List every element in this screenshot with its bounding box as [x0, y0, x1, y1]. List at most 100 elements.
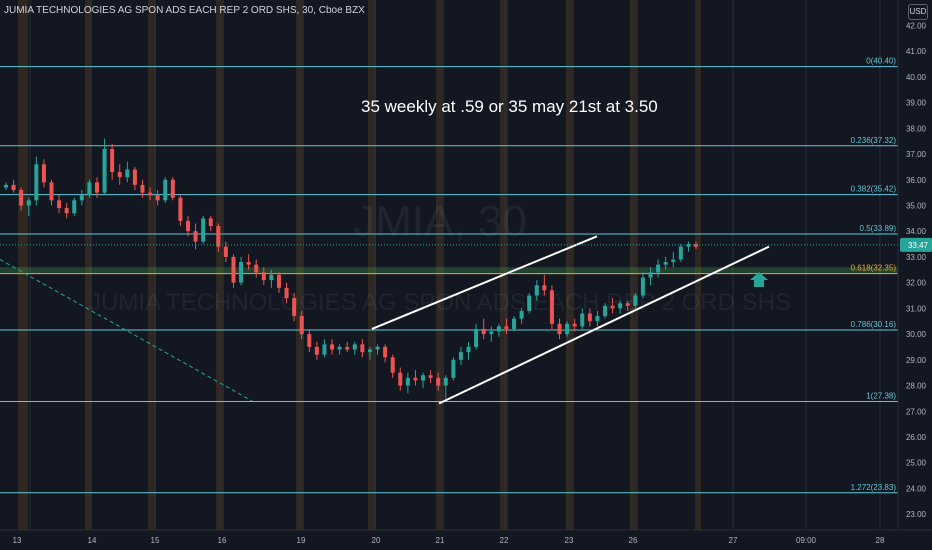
x-tick-label: 14	[88, 536, 97, 545]
x-tick-label: 27	[729, 536, 738, 545]
candle	[512, 316, 517, 332]
candle-body	[269, 274, 274, 281]
fib-label: 0.382(35.42)	[851, 185, 897, 194]
candle-body	[41, 164, 46, 183]
candle	[34, 156, 39, 206]
currency-badge[interactable]: USD	[908, 4, 928, 20]
candle-body	[580, 313, 585, 327]
candle	[549, 285, 554, 329]
annotation-text[interactable]: 35 weekly at .59 or 35 may 21st at 3.50	[361, 97, 658, 116]
x-tick-label: 21	[436, 536, 445, 545]
support-zone	[0, 267, 898, 274]
candle-body	[398, 372, 403, 386]
y-tick-label: 23.00	[906, 510, 927, 519]
candle-body	[489, 331, 494, 335]
fib-label: 1.272(23.83)	[851, 483, 897, 492]
candle-body	[458, 352, 463, 360]
candle-body	[405, 377, 410, 386]
candle	[4, 182, 8, 191]
candle	[102, 138, 107, 196]
candle-body	[72, 200, 77, 214]
candle-body	[496, 326, 501, 332]
candle-body	[170, 179, 175, 198]
candle	[390, 354, 395, 378]
session-band	[148, 0, 156, 530]
candle-body	[261, 272, 266, 281]
candle	[580, 308, 585, 329]
y-tick-label: 37.00	[906, 150, 927, 159]
candle-body	[4, 184, 8, 188]
candle-body	[155, 195, 160, 201]
y-tick-label: 30.00	[906, 330, 927, 339]
candle	[633, 292, 638, 309]
price-axis	[898, 0, 932, 550]
x-tick-label: 19	[297, 536, 306, 545]
candle	[618, 300, 623, 314]
candle-body	[360, 344, 365, 353]
candle	[421, 372, 426, 389]
candle	[269, 269, 274, 288]
candle-body	[663, 262, 668, 265]
candle-body	[239, 262, 244, 283]
candle	[542, 274, 547, 296]
session-band	[85, 0, 92, 530]
candle-body	[132, 169, 137, 185]
candle	[625, 300, 630, 311]
candle-body	[178, 197, 183, 221]
candle	[345, 341, 350, 353]
candle-body	[375, 346, 380, 350]
candle-body	[390, 357, 395, 373]
candle-body	[140, 184, 145, 193]
candle-body	[307, 334, 312, 347]
candle-body	[367, 349, 372, 353]
candle	[140, 179, 145, 198]
candle	[398, 367, 403, 391]
candle	[428, 370, 433, 383]
candle-body	[625, 303, 630, 306]
candle	[656, 259, 661, 278]
candle	[239, 256, 244, 286]
candle-body	[618, 303, 623, 309]
candle	[284, 282, 289, 304]
candle	[201, 215, 206, 245]
candle	[231, 254, 236, 288]
candle-body	[246, 262, 251, 265]
time-axis	[0, 530, 932, 550]
candle-body	[413, 377, 418, 381]
candle-body	[34, 164, 39, 201]
watermark-name: JUMIA TECHNOLOGIES AG SPON ADS EACH REP …	[89, 289, 791, 316]
candle	[504, 318, 509, 335]
y-tick-label: 26.00	[906, 433, 927, 442]
fib-label: 0.786(30.16)	[851, 320, 897, 329]
channel-lower-line	[438, 245, 770, 405]
candle-body	[125, 169, 130, 178]
x-tick-label: 16	[218, 536, 227, 545]
candle	[534, 280, 539, 301]
candle	[155, 190, 160, 206]
candle	[276, 272, 281, 293]
candle	[451, 357, 456, 381]
candle	[254, 259, 259, 278]
candle-body	[686, 244, 691, 247]
candle	[26, 197, 31, 216]
candle-body	[481, 328, 486, 335]
candle	[466, 341, 471, 360]
y-tick-label: 32.00	[906, 279, 927, 288]
candle-body	[117, 172, 122, 178]
candle	[132, 166, 137, 191]
candle-body	[587, 313, 592, 322]
candle	[87, 179, 92, 198]
candle-body	[193, 231, 198, 242]
candle-body	[610, 305, 615, 309]
y-tick-label: 36.00	[906, 176, 927, 185]
candle-body	[110, 148, 115, 173]
x-tick-label: 23	[565, 536, 574, 545]
candle	[307, 328, 312, 353]
candle-body	[671, 259, 676, 263]
y-tick-label: 31.00	[906, 304, 927, 313]
y-tick-label: 27.00	[906, 407, 927, 416]
candle	[170, 177, 175, 201]
y-tick-label: 24.00	[906, 484, 927, 493]
candle-body	[466, 346, 471, 353]
